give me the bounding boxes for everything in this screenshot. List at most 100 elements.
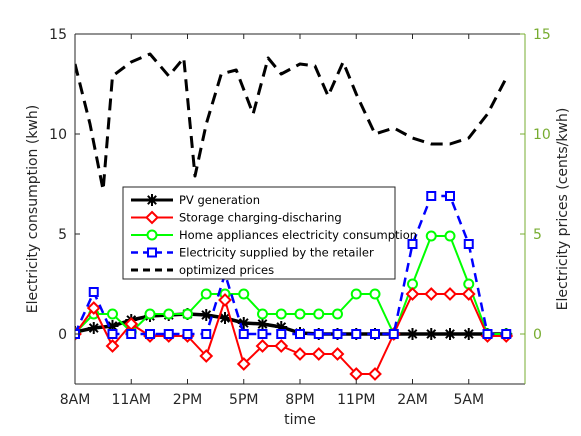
point-stroke: [201, 310, 212, 320]
point: [255, 339, 270, 353]
point: [370, 329, 380, 339]
point: [237, 317, 250, 329]
legend-label: PV generation: [179, 193, 260, 207]
point: [107, 308, 118, 320]
y-tick-label-left: 5: [58, 227, 67, 243]
point-stroke: [257, 319, 268, 329]
series-layer: [75, 52, 514, 381]
point-stroke: [407, 329, 418, 339]
y-tick-label-right: 5: [533, 227, 542, 243]
point: [276, 329, 287, 339]
x-tick-label: 11PM: [337, 392, 375, 408]
point: [87, 322, 100, 334]
point: [330, 347, 345, 361]
point: [425, 230, 437, 242]
axes-layer: 8AM 11AM 2PM 5PM 8PM 11PM 2AM 5AM 0 5 10 15 0 5 10 15: [49, 27, 551, 408]
series-1: [75, 287, 514, 381]
point: [424, 287, 439, 301]
point: [200, 309, 213, 321]
point: [88, 287, 99, 297]
y-axis-label-right: Electricity prices (cents/kwh): [555, 108, 571, 311]
point: [405, 287, 420, 301]
point: [294, 308, 306, 320]
point: [145, 210, 159, 225]
point: [311, 347, 326, 361]
point: [218, 293, 232, 307]
point: [368, 367, 382, 381]
point-stroke: [445, 329, 455, 339]
series-4: [75, 52, 508, 192]
point: [388, 329, 399, 339]
x-tick-label: 8PM: [285, 392, 314, 408]
x-tick-label: 8AM: [60, 392, 91, 408]
point: [275, 308, 287, 320]
y-tick-label-right: 10: [533, 127, 551, 143]
point-stroke: [107, 321, 118, 331]
point: [295, 329, 305, 339]
point: [86, 301, 101, 315]
y-tick-label-right: 15: [533, 27, 551, 43]
point: [201, 329, 212, 339]
point-stroke: [147, 195, 157, 205]
point: [200, 288, 212, 300]
point: [461, 287, 476, 301]
point: [182, 329, 193, 339]
point: [146, 194, 158, 206]
point: [274, 339, 289, 353]
point: [425, 328, 438, 340]
series-line: [75, 52, 508, 192]
point: [163, 329, 174, 339]
point: [444, 230, 456, 242]
point: [238, 329, 249, 339]
y-tick-label-right: 0: [533, 327, 542, 343]
point: [107, 329, 118, 339]
point: [146, 229, 158, 241]
point: [313, 308, 325, 320]
point: [256, 318, 269, 330]
point: [147, 247, 157, 258]
x-tick-label: 2AM: [397, 392, 428, 408]
point: [219, 312, 231, 324]
point: [501, 329, 512, 339]
x-tick-label: 5AM: [453, 392, 484, 408]
point: [444, 328, 456, 340]
x-tick-label: 5PM: [229, 392, 258, 408]
legend-box: [122, 186, 396, 280]
legend-label: Home appliances electricity consumption: [179, 228, 417, 242]
point: [462, 328, 475, 340]
point: [293, 347, 307, 361]
point: [313, 329, 324, 339]
point: [332, 329, 343, 339]
point: [463, 239, 474, 249]
point: [426, 191, 437, 201]
point: [257, 308, 268, 320]
legend-label: optimized prices: [179, 263, 274, 277]
point-stroke: [220, 313, 230, 323]
y-tick-label-left: 0: [58, 327, 67, 343]
legend: PV generation Storage charging-discharing…: [122, 186, 417, 280]
point: [238, 288, 250, 300]
point: [163, 308, 175, 320]
point: [406, 328, 419, 340]
point: [145, 329, 155, 339]
x-tick-label: 2PM: [173, 392, 202, 408]
point: [182, 308, 193, 320]
point: [144, 308, 156, 320]
point: [443, 287, 457, 301]
point: [332, 308, 343, 320]
point-stroke: [463, 329, 474, 339]
y-tick-label-left: 10: [49, 127, 67, 143]
point-stroke: [426, 329, 437, 339]
point: [257, 329, 268, 339]
point: [482, 329, 493, 339]
point: [236, 357, 251, 371]
point: [407, 239, 418, 249]
legend-label: Storage charging-discharing: [179, 211, 342, 225]
point: [105, 339, 120, 353]
point: [369, 288, 381, 300]
point: [351, 329, 362, 339]
point: [199, 349, 214, 363]
point-stroke: [88, 323, 99, 333]
y-axis-label-left: Electricity consumption (kwh): [25, 105, 41, 313]
